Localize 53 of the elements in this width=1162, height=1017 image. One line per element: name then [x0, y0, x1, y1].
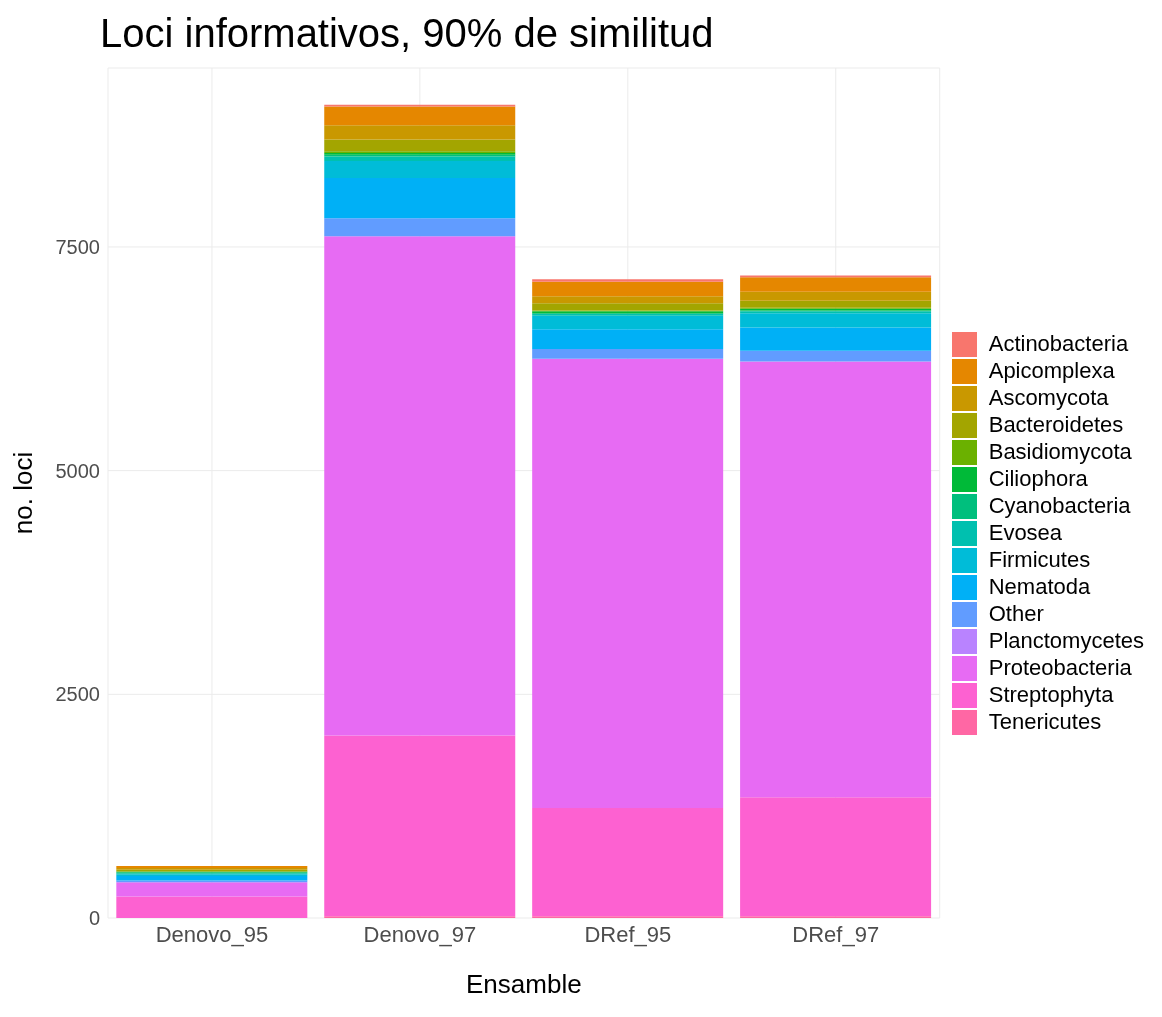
legend-label: Evosea — [988, 520, 1063, 546]
bar — [324, 735, 516, 917]
bar — [532, 296, 724, 304]
legend-label: Basidiomycota — [988, 439, 1132, 465]
legend-label: Tenericutes — [988, 709, 1102, 735]
legend-label: Ascomycota — [988, 385, 1109, 411]
bar — [740, 350, 932, 362]
y-tick-label: 0 — [88, 907, 100, 930]
bar — [532, 303, 724, 311]
bar — [324, 139, 516, 152]
y-tick-label: 5000 — [55, 459, 100, 482]
legend-label: Ciliophora — [988, 466, 1088, 492]
x-axis-title: Ensamble — [466, 969, 582, 999]
bar — [740, 300, 932, 308]
chart-title: Loci informativos, 90% de similitud — [100, 10, 715, 57]
legend-label: Other — [988, 601, 1044, 627]
bar — [532, 358, 724, 808]
bar — [116, 882, 308, 897]
bar — [740, 313, 932, 328]
bar — [324, 125, 516, 140]
bar — [740, 291, 932, 301]
bar — [532, 807, 724, 917]
bar — [532, 281, 724, 297]
bar — [532, 348, 724, 359]
legend-label: Apicomplexa — [988, 358, 1115, 384]
bar — [532, 315, 724, 330]
x-tick-label: DRef_97 — [792, 921, 880, 947]
bar — [740, 327, 932, 351]
bar — [532, 279, 724, 282]
bar — [324, 106, 516, 126]
y-axis-title: no. loci — [8, 451, 39, 535]
x-tick-label: DRef_95 — [584, 921, 672, 947]
bar — [116, 896, 308, 918]
legend-label: Cyanobacteria — [988, 493, 1131, 519]
legend-label: Firmicutes — [988, 547, 1091, 573]
bar — [740, 277, 932, 292]
x-tick-label: Denovo_95 — [155, 921, 269, 947]
bar — [740, 797, 932, 917]
legend-label: Planctomycetes — [988, 628, 1144, 654]
bar — [324, 218, 516, 237]
bar — [740, 361, 932, 798]
legend-label: Actinobacteria — [988, 331, 1129, 357]
y-tick-label: 2500 — [55, 683, 100, 706]
legend-label: Nematoda — [988, 574, 1091, 600]
legend-label: Proteobacteria — [988, 655, 1132, 681]
legend-label: Streptophyta — [988, 682, 1114, 708]
legend-label: Bacteroidetes — [988, 412, 1124, 438]
x-tick-label: Denovo_97 — [363, 921, 477, 947]
bar — [324, 178, 516, 219]
y-tick-label: 7500 — [55, 236, 100, 259]
bar — [324, 161, 516, 179]
bar — [532, 329, 724, 349]
bar — [324, 236, 516, 736]
